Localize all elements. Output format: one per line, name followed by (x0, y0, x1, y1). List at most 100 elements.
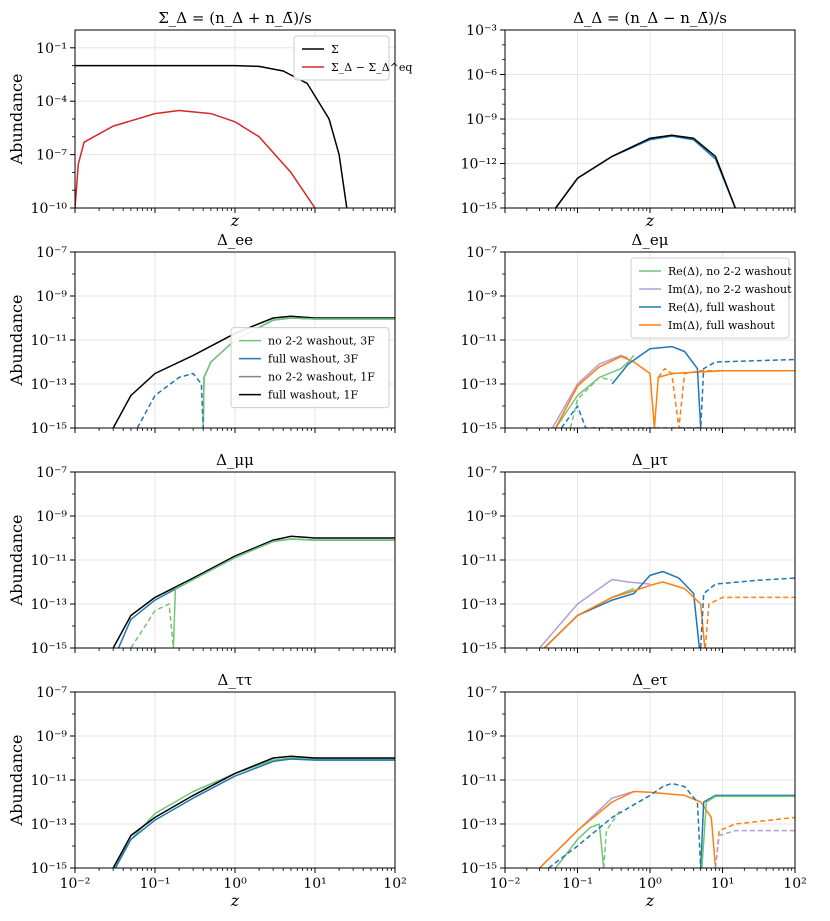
series-line-4 (136, 372, 204, 428)
y-tick-label: 10⁻¹⁵ (461, 201, 498, 217)
x-tick-label: 10⁻¹ (140, 876, 171, 892)
panel-4: 10⁻¹⁵ 10⁻¹³ 10⁻¹¹ 10⁻⁹ 10⁻⁷ Δ_eμ Re(Δ), no 2-2… (461, 231, 796, 437)
series-line-3 (114, 758, 395, 868)
series-line-4 (543, 581, 706, 648)
y-tick-label: 10⁻¹¹ (31, 773, 67, 789)
x-tick-label: 10⁰ (223, 876, 247, 892)
series-line-2 (112, 755, 395, 868)
series-line-5 (602, 808, 622, 868)
y-tick-label: 10⁻⁷ (36, 245, 67, 261)
legend-label: no 2-2 washout, 3F (268, 335, 375, 348)
series-line-2 (539, 790, 717, 868)
series-line-2 (117, 538, 395, 648)
panel-3: 10⁻¹⁵ 10⁻¹³ 10⁻¹¹ 10⁻⁹ 10⁻⁷ Δ_ee Abundance no 2… (7, 231, 396, 437)
series-line-6 (699, 794, 795, 868)
y-tick-label: 10⁻⁶ (466, 68, 497, 84)
series-line-3 (543, 570, 701, 648)
y-tick-label: 10⁻¹⁵ (461, 421, 498, 437)
panel-title: Δ_eτ (632, 671, 668, 689)
legend-label: full washout, 3F (268, 353, 359, 366)
y-tick-label: 10⁻¹⁵ (31, 861, 68, 877)
x-tick-label: 10¹ (303, 876, 326, 892)
legend-box (293, 35, 390, 81)
panel-title: Δ_ee (217, 231, 253, 249)
y-tick-label: 10⁻¹ (36, 41, 67, 57)
y-tick-label: 10⁻¹¹ (461, 773, 497, 789)
panel-title: Δ_μτ (632, 451, 668, 469)
y-tick-label: 10⁻⁷ (36, 465, 67, 481)
x-tick-label: 10⁻² (60, 876, 91, 892)
y-tick-label: 10⁻⁷ (36, 148, 67, 164)
y-tick-label: 10⁻¹³ (31, 597, 67, 613)
legend-label: Re(Δ), full washout (668, 301, 775, 314)
panel-2: 10⁻¹⁵ 10⁻¹² 10⁻⁹ 10⁻⁶ 10⁻³ Δ_Δ = (n_Δ − n_Δ̄)… (461, 9, 796, 230)
y-axis-label: Abundance (7, 735, 26, 827)
x-tick-label: 10¹ (711, 876, 734, 892)
legend: Re(Δ), no 2-2 washout Im(Δ), no 2-2 washo… (630, 257, 792, 339)
legend-box (630, 257, 790, 339)
y-tick-label: 10⁻¹³ (461, 817, 497, 833)
series-line-7 (569, 376, 613, 428)
legend-label: Im(Δ), full washout (668, 319, 775, 332)
series-line-4 (611, 345, 702, 428)
legend-label: no 2-2 washout, 1F (268, 371, 375, 384)
y-tick-label: 10⁻¹⁵ (31, 421, 68, 437)
panel-title: Δ_eμ (632, 231, 669, 249)
y-tick-label: 10⁻³ (466, 23, 497, 39)
series-line-6 (657, 367, 795, 428)
legend-label: Σ (331, 43, 339, 56)
x-tick-label: 10² (783, 876, 806, 892)
y-tick-label: 10⁻⁹ (466, 509, 497, 525)
x-tick-label: 10⁻² (490, 876, 521, 892)
y-tick-label: 10⁻⁹ (36, 729, 67, 745)
series-line-5 (560, 358, 795, 428)
panel-title: Δ_ττ (218, 671, 253, 689)
y-tick-label: 10⁻¹¹ (31, 333, 67, 349)
series-line-4 (548, 782, 702, 868)
panel-title: Δ_Δ = (n_Δ − n_Δ̄)/s (573, 9, 727, 27)
y-tick-label: 10⁻¹⁰ (31, 201, 68, 217)
legend: Σ Σ_Δ − Σ_Δ^eq (293, 35, 412, 81)
y-axis-label: Abundance (7, 295, 26, 387)
y-tick-label: 10⁻⁷ (36, 685, 67, 701)
y-axis-label: Abundance (7, 515, 26, 607)
y-tick-label: 10⁻¹⁵ (31, 641, 68, 657)
y-tick-label: 10⁻¹⁵ (461, 641, 498, 657)
series-line-2 (75, 109, 316, 208)
y-tick-label: 10⁻⁹ (466, 112, 497, 128)
legend-label: Σ_Δ − Σ_Δ^eq (331, 61, 412, 74)
legend-box (230, 327, 390, 409)
y-tick-label: 10⁻⁹ (466, 289, 497, 305)
series-line-1 (75, 64, 348, 208)
x-axis-label: z (230, 211, 240, 230)
y-tick-label: 10⁻¹¹ (31, 553, 67, 569)
y-tick-label: 10⁻¹³ (31, 817, 67, 833)
panel-5: 10⁻¹⁵ 10⁻¹³ 10⁻¹¹ 10⁻⁹ 10⁻⁷ Δ_μμ Abundance (7, 451, 396, 657)
y-tick-label: 10⁻¹¹ (461, 553, 497, 569)
x-tick-label: 10⁻¹ (562, 876, 593, 892)
y-tick-label: 10⁻⁷ (466, 465, 497, 481)
y-tick-label: 10⁻⁹ (466, 729, 497, 745)
series-line-7 (701, 795, 795, 868)
series-line-3 (172, 538, 395, 648)
y-tick-label: 10⁻⁹ (36, 289, 67, 305)
panel-title: Δ_μμ (216, 451, 254, 469)
panel-1: 10⁻¹⁰ 10⁻⁷ 10⁻⁴ 10⁻¹ Σ_Δ = (n_Δ + n_Δ̄)/sz Ab… (7, 9, 412, 230)
legend-label: full washout, 1F (268, 389, 359, 402)
series-line-5 (699, 577, 795, 648)
series-line-6 (704, 596, 795, 648)
panel-8: 10⁻¹⁵ 10⁻¹³ 10⁻¹¹ 10⁻⁹ 10⁻⁷ 10⁻² 10⁻¹ 10⁰ 10¹ 10²… (461, 671, 807, 910)
y-axis-label: Abundance (7, 74, 26, 166)
x-axis-label: z (230, 891, 240, 910)
y-tick-label: 10⁻⁹ (36, 509, 67, 525)
legend: no 2-2 washout, 3F full washout, 3F no 2-2… (230, 327, 390, 409)
series-line-3 (555, 823, 605, 868)
x-tick-label: 10² (383, 876, 406, 892)
y-tick-label: 10⁻¹² (461, 157, 497, 173)
x-tick-label: 10⁰ (638, 876, 662, 892)
legend-label: Re(Δ), no 2-2 washout (668, 265, 792, 278)
series-line-1 (555, 135, 736, 208)
x-axis-label: z (645, 211, 655, 230)
panel-6: 10⁻¹⁵ 10⁻¹³ 10⁻¹¹ 10⁻⁹ 10⁻⁷ Δ_μτ (461, 451, 796, 657)
y-tick-label: 10⁻¹³ (461, 597, 497, 613)
